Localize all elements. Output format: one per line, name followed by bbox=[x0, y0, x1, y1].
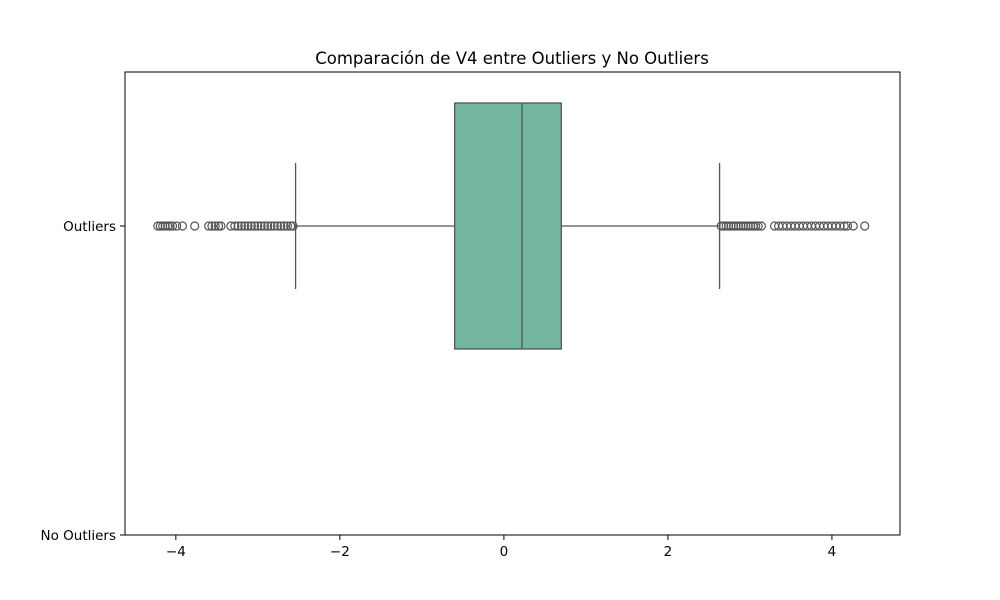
outlier-point bbox=[746, 221, 756, 231]
outlier-point bbox=[158, 221, 168, 231]
y-tick-label: No Outliers bbox=[40, 528, 116, 544]
y-tick-label: Outliers bbox=[63, 219, 116, 235]
x-tick-label: 0 bbox=[500, 544, 509, 560]
outlier-point bbox=[236, 221, 247, 231]
outlier-point bbox=[753, 221, 763, 231]
outlier-point bbox=[167, 221, 178, 231]
outlier-point bbox=[243, 221, 253, 231]
outlier-point bbox=[741, 221, 751, 231]
outlier-point bbox=[279, 221, 289, 231]
outlier-point bbox=[240, 221, 250, 231]
outlier-point bbox=[246, 221, 256, 231]
outlier-point bbox=[165, 221, 175, 231]
outlier-point bbox=[756, 221, 767, 231]
outlier-point bbox=[155, 221, 165, 231]
outlier-point bbox=[210, 221, 220, 231]
outlier-point bbox=[216, 221, 226, 231]
outlier-point bbox=[848, 221, 858, 231]
outlier-point bbox=[835, 221, 845, 231]
outlier-point bbox=[172, 221, 182, 231]
outlier-point bbox=[177, 221, 188, 231]
outlier-point bbox=[226, 221, 236, 231]
outlier-point bbox=[743, 221, 753, 231]
box-iqr bbox=[454, 102, 562, 350]
outlier-point bbox=[204, 221, 214, 231]
chart-title: Comparación de V4 entre Outliers y No Ou… bbox=[315, 49, 709, 68]
outlier-point bbox=[153, 221, 163, 231]
outlier-point bbox=[719, 221, 729, 231]
outlier-point bbox=[253, 221, 263, 231]
outlier-point bbox=[263, 221, 273, 231]
outlier-point bbox=[207, 221, 217, 231]
outlier-point bbox=[163, 221, 173, 231]
outlier-point bbox=[751, 221, 761, 231]
outlier-point bbox=[716, 221, 726, 231]
x-tick-label: 2 bbox=[664, 544, 673, 560]
outlier-point bbox=[839, 221, 849, 231]
outlier-point bbox=[728, 221, 739, 231]
outlier-point bbox=[860, 221, 870, 231]
outlier-point bbox=[736, 221, 746, 231]
outlier-point bbox=[249, 221, 260, 231]
outlier-point bbox=[288, 221, 298, 231]
axes: −4 −2 0 2 4 Outliers No Outliers bbox=[40, 219, 836, 560]
outlier-point bbox=[256, 221, 266, 231]
x-tick-label: −4 bbox=[166, 544, 186, 560]
outlier-point bbox=[726, 221, 736, 231]
outlier-point bbox=[723, 221, 734, 231]
outlier-point bbox=[269, 221, 279, 231]
outlier-point bbox=[733, 221, 744, 231]
x-tick-label: −2 bbox=[330, 544, 350, 560]
outlier-point bbox=[160, 221, 170, 231]
outlier-point bbox=[272, 221, 283, 231]
outlier-point bbox=[721, 221, 731, 231]
outlier-point bbox=[190, 221, 200, 231]
outlier-point bbox=[276, 221, 286, 231]
outlier-point bbox=[731, 221, 741, 231]
outlier-point bbox=[213, 221, 224, 231]
outlier-point bbox=[266, 221, 276, 231]
axes-frame bbox=[124, 71, 901, 536]
outlier-point bbox=[282, 221, 292, 231]
outlier-point bbox=[230, 221, 240, 231]
outlier-point bbox=[738, 221, 748, 231]
outlier-point bbox=[842, 221, 853, 231]
outlier-point bbox=[259, 221, 270, 231]
outlier-point bbox=[286, 221, 296, 231]
outlier-point bbox=[233, 221, 243, 231]
x-tick-label: 4 bbox=[828, 544, 837, 560]
plot-area bbox=[153, 102, 870, 350]
